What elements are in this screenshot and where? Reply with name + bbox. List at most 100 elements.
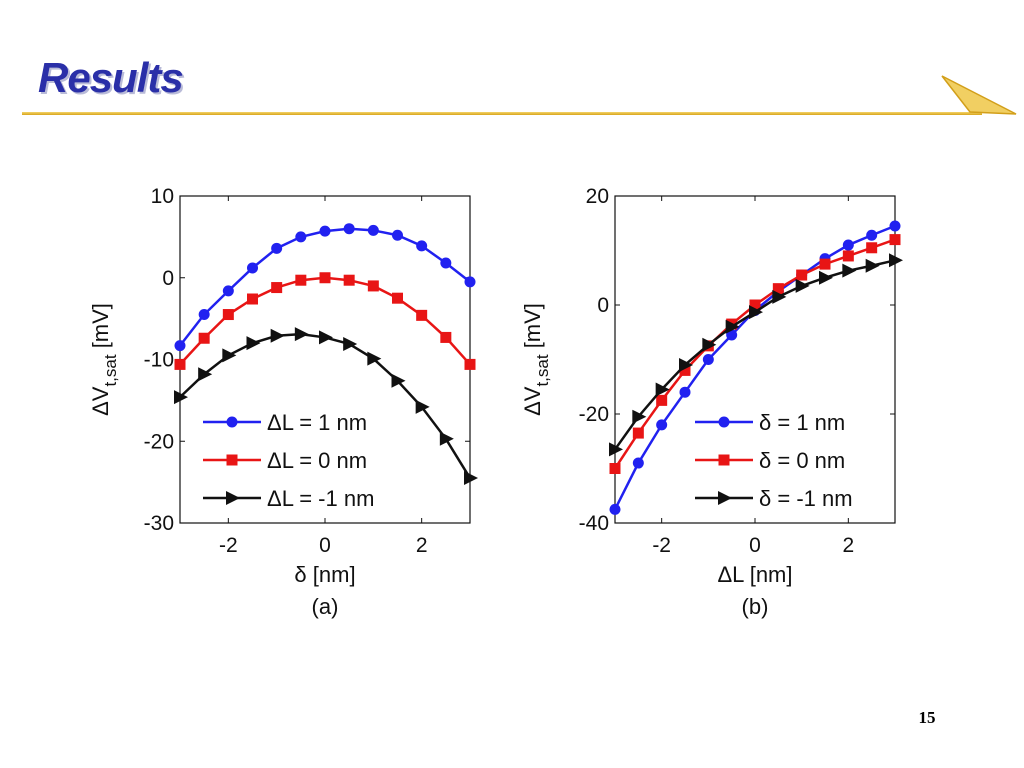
data-point-s1-8 bbox=[796, 269, 808, 281]
y-tick-label: 10 bbox=[151, 185, 174, 208]
data-point-s2-0 bbox=[609, 442, 623, 457]
y-tick-label: -20 bbox=[579, 403, 609, 426]
data-point-s0-1 bbox=[632, 457, 644, 469]
data-point-s2-10 bbox=[842, 263, 857, 278]
y-tick-label: 0 bbox=[597, 294, 609, 317]
data-point-s2-11 bbox=[439, 431, 454, 446]
data-point-s2-9 bbox=[819, 270, 833, 285]
data-point-s2-1 bbox=[632, 409, 647, 424]
y-tick-label: -20 bbox=[144, 430, 174, 453]
data-point-s0-3 bbox=[247, 262, 258, 274]
data-point-s1-9 bbox=[819, 258, 831, 270]
data-point-s1-9 bbox=[392, 292, 403, 304]
data-point-s1-6 bbox=[319, 272, 331, 284]
legend-marker bbox=[226, 491, 240, 505]
data-point-s2-11 bbox=[865, 258, 880, 273]
data-point-s0-9 bbox=[392, 229, 403, 241]
data-point-s2-5 bbox=[725, 319, 740, 334]
data-point-s1-11 bbox=[866, 242, 878, 254]
data-point-s0-4 bbox=[271, 242, 283, 254]
data-point-s2-6 bbox=[319, 330, 333, 345]
data-point-s2-5 bbox=[294, 327, 309, 342]
data-point-s2-2 bbox=[655, 382, 670, 397]
legend-marker bbox=[226, 454, 238, 466]
data-point-s0-4 bbox=[702, 354, 714, 365]
data-point-s1-11 bbox=[440, 331, 452, 343]
data-point-s2-12 bbox=[889, 253, 903, 268]
data-point-s0-12 bbox=[889, 220, 901, 232]
data-point-s1-3 bbox=[679, 364, 691, 376]
data-point-s0-3 bbox=[679, 386, 691, 398]
chart-b: 200-20-40-2 0 2δ = 1 nmδ = 0 nmδ = -1 nmΔL… bbox=[520, 185, 903, 619]
data-point-s1-0 bbox=[609, 463, 621, 474]
x-tick-label: 0 bbox=[319, 534, 331, 557]
legend-marker bbox=[718, 416, 730, 428]
x-tick-label: 2 bbox=[842, 534, 854, 557]
legend-marker bbox=[226, 416, 238, 428]
data-point-s0-8 bbox=[367, 224, 379, 236]
data-point-s2-2 bbox=[222, 348, 237, 363]
chart-caption: (a) bbox=[312, 594, 339, 619]
data-point-s0-11 bbox=[440, 257, 452, 269]
data-point-s0-5 bbox=[295, 231, 307, 243]
data-point-s0-10 bbox=[842, 239, 854, 251]
data-point-s0-2 bbox=[222, 285, 234, 297]
data-point-s1-7 bbox=[772, 283, 784, 295]
data-point-s2-12 bbox=[464, 471, 478, 486]
data-point-s1-12 bbox=[464, 358, 476, 370]
data-point-s1-1 bbox=[632, 427, 644, 439]
legend-label: ΔL = 1 nm bbox=[267, 410, 367, 435]
data-point-s2-7 bbox=[772, 289, 787, 304]
y-tick-label: 0 bbox=[162, 267, 174, 290]
title-swoosh-decoration bbox=[941, 75, 1017, 115]
series-line-2 bbox=[613, 259, 896, 451]
data-point-s0-10 bbox=[416, 240, 428, 252]
data-point-s1-2 bbox=[656, 394, 668, 406]
data-point-s2-8 bbox=[367, 351, 382, 366]
legend-marker bbox=[718, 454, 730, 466]
data-point-s1-7 bbox=[343, 274, 355, 286]
legend-label: δ = -1 nm bbox=[759, 486, 853, 511]
page-number: 15 bbox=[918, 708, 936, 727]
data-point-s1-10 bbox=[842, 250, 854, 262]
data-point-s1-12 bbox=[889, 234, 901, 246]
data-point-s1-5 bbox=[295, 274, 307, 286]
y-tick-label: -40 bbox=[579, 512, 609, 535]
legend-label: δ = 0 nm bbox=[759, 448, 845, 473]
x-tick-label: 0 bbox=[749, 534, 761, 557]
data-point-s2-9 bbox=[391, 373, 406, 388]
data-point-s2-8 bbox=[795, 278, 810, 293]
data-point-s1-4 bbox=[271, 282, 283, 294]
data-point-s2-3 bbox=[246, 336, 261, 351]
x-tick-label: -2 bbox=[219, 534, 238, 557]
data-point-s2-4 bbox=[702, 337, 717, 352]
data-point-s1-8 bbox=[367, 280, 379, 292]
data-point-s2-0 bbox=[174, 390, 188, 405]
data-point-s0-12 bbox=[464, 276, 476, 288]
legend-marker bbox=[718, 491, 732, 505]
x-axis-label: ΔL [nm] bbox=[717, 562, 792, 587]
data-point-s0-5 bbox=[726, 329, 738, 341]
y-axis-label: ΔVt,sat [mV] bbox=[520, 303, 552, 416]
data-point-s1-2 bbox=[222, 309, 234, 321]
data-point-s2-7 bbox=[343, 336, 358, 351]
x-tick-label: 2 bbox=[416, 534, 428, 557]
x-axis-label: δ [nm] bbox=[294, 562, 355, 587]
data-point-s2-1 bbox=[198, 367, 213, 382]
data-point-s2-6 bbox=[749, 305, 763, 320]
data-point-s2-3 bbox=[679, 357, 693, 372]
data-point-s0-11 bbox=[866, 229, 878, 241]
x-tick-label: -2 bbox=[652, 534, 671, 557]
legend-label: ΔL = -1 nm bbox=[267, 486, 374, 511]
y-tick-label: -30 bbox=[144, 512, 174, 535]
y-axis-label: ΔVt,sat [mV] bbox=[88, 303, 120, 416]
chart-caption: (b) bbox=[742, 594, 769, 619]
legend-label: ΔL = 0 nm bbox=[267, 448, 367, 473]
data-point-s0-0 bbox=[174, 340, 186, 352]
legend-label: δ = 1 nm bbox=[759, 410, 845, 435]
y-tick-label: -10 bbox=[144, 349, 174, 372]
data-point-s0-6 bbox=[319, 225, 331, 237]
data-point-s0-1 bbox=[198, 309, 210, 321]
data-point-s1-3 bbox=[247, 293, 258, 305]
